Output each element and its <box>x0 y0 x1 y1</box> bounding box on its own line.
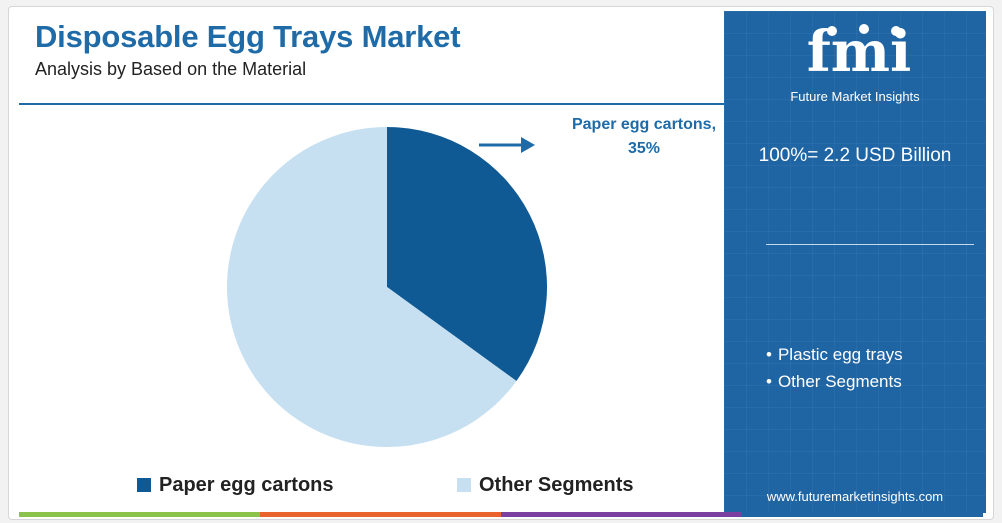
brand-name: Future Market Insights <box>790 89 920 104</box>
side-panel: fmi Future Market Insights 100%= 2.2 USD… <box>724 11 986 513</box>
callout-line-1: Paper egg cartons, <box>571 116 717 133</box>
logo-figure-icon <box>859 24 869 34</box>
bottom-bar-segment <box>501 512 742 517</box>
website-link[interactable]: www.futuremarketinsights.com <box>766 489 944 504</box>
logo-figure-icon <box>891 26 901 36</box>
fmi-logo: fmi <box>807 21 912 83</box>
legend-label-paper: Paper egg cartons <box>159 473 334 496</box>
title-divider <box>19 103 749 105</box>
segment-label: Other Segments <box>777 372 902 391</box>
chart-subtitle: Analysis by Based on the Material <box>35 59 307 79</box>
pie-callout-label: Paper egg cartons, 35% <box>544 113 744 161</box>
bottom-color-bar <box>19 512 983 517</box>
pie-slice-paper-egg-cartons <box>387 127 548 382</box>
segment-item: • Other Segments <box>766 372 902 391</box>
segment-list: • Plastic egg trays • Other Segments <box>766 341 903 395</box>
logo-figure-icon <box>827 26 837 36</box>
legend-item-other-segments: Other Segments <box>457 473 633 497</box>
chart-card: Disposable Egg Trays Market Analysis by … <box>8 6 994 520</box>
pie-chart <box>227 127 548 447</box>
chart-title: Disposable Egg Trays Market <box>35 19 461 54</box>
legend-item-paper-egg-cartons: Paper egg cartons <box>137 473 334 497</box>
legend-swatch-other <box>457 478 471 492</box>
legend-swatch-paper <box>137 478 151 492</box>
bottom-bar-segment <box>260 512 501 517</box>
callout-arrow <box>479 137 535 153</box>
market-total: 100%= 2.2 USD Billion <box>758 145 952 166</box>
legend-label-other: Other Segments <box>479 473 634 496</box>
segment-label: Plastic egg trays <box>777 345 903 364</box>
panel-divider <box>766 244 974 245</box>
pie-slice-other-segments <box>227 127 517 447</box>
callout-line-2: 35% <box>627 140 661 157</box>
bottom-bar-segment <box>742 512 983 517</box>
bottom-bar-segment <box>19 512 260 517</box>
segment-item: • Plastic egg trays <box>766 345 903 364</box>
